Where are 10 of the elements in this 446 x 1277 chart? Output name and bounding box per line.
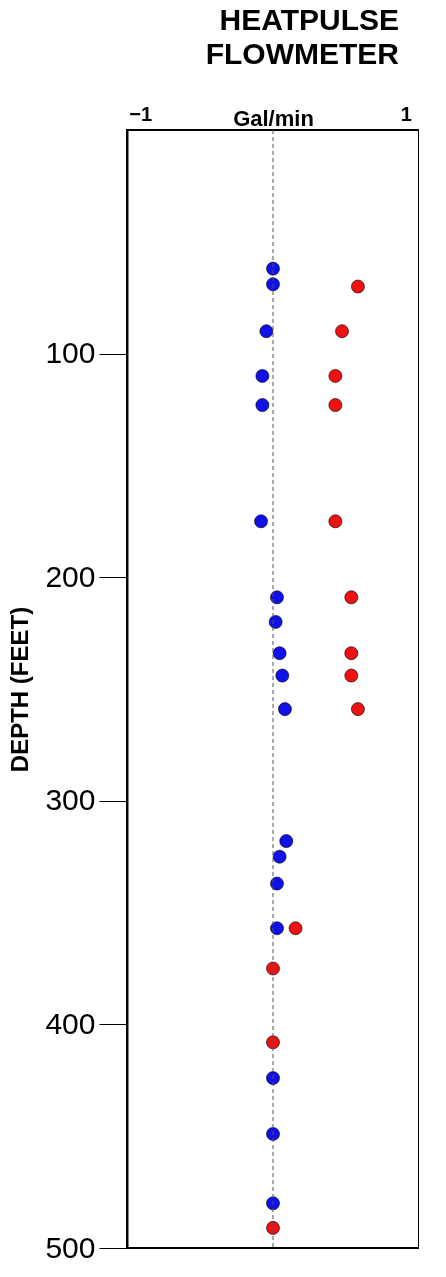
chart-title: HEATPULSE FLOWMETER	[205, 3, 400, 70]
y-axis-title: DEPTH (FEET)	[6, 606, 34, 773]
y-tick-label: 100	[45, 336, 96, 370]
y-tick-label: 500	[45, 1230, 96, 1264]
y-tick-label: 300	[45, 783, 96, 817]
y-tick-label: 400	[45, 1006, 96, 1040]
y-tick-label: 200	[45, 559, 96, 593]
x-axis-title: Gal/min	[233, 105, 314, 131]
x-tick-label: −1	[129, 102, 153, 125]
x-tick-label: 1	[400, 102, 412, 125]
